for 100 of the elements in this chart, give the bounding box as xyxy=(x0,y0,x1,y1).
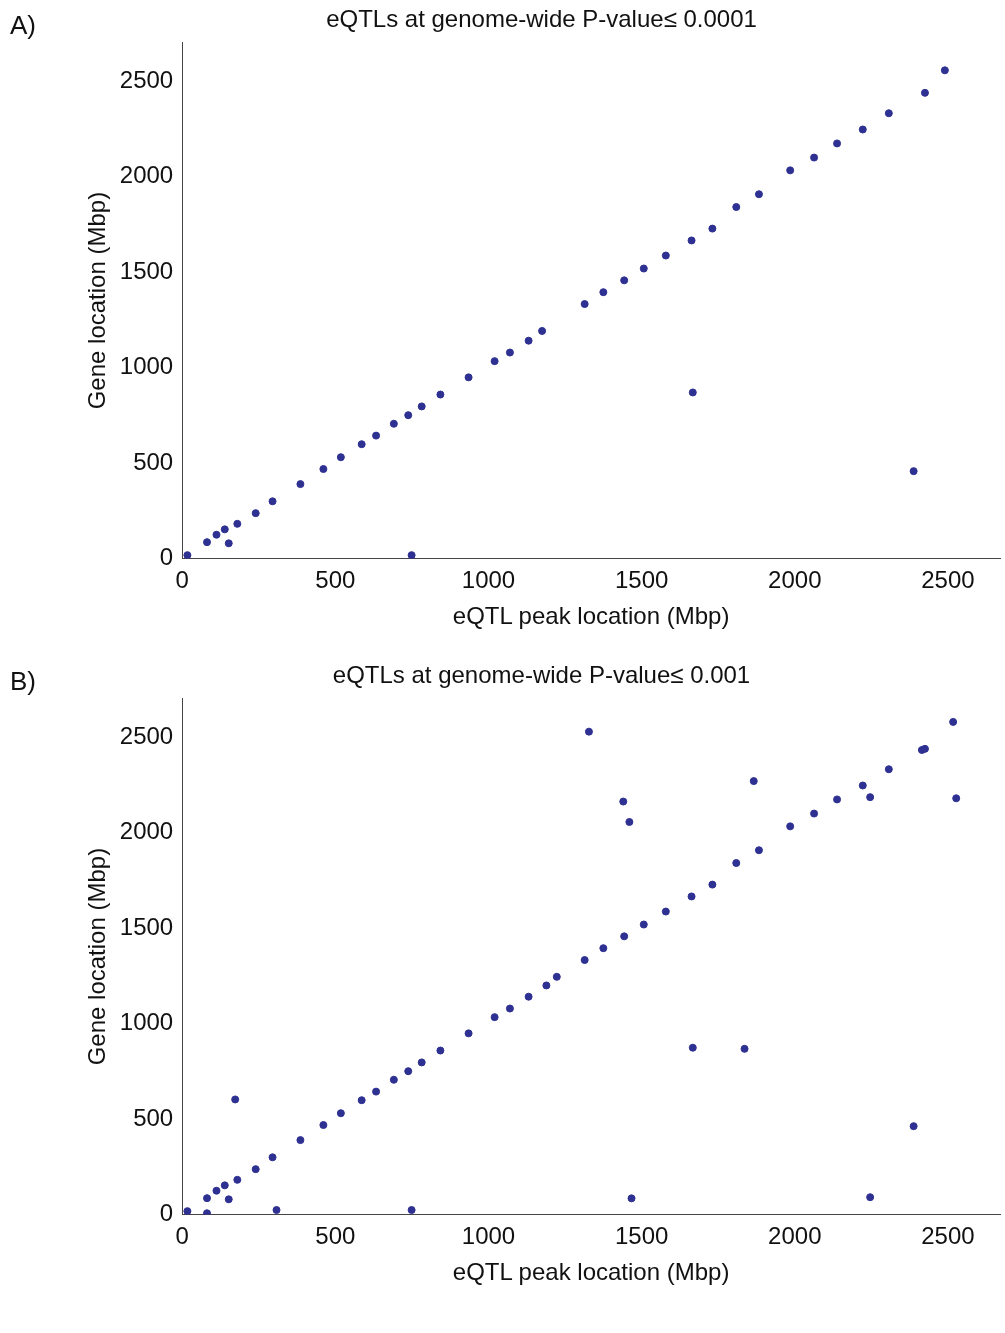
y-tick-label: 1000 xyxy=(119,352,174,380)
x-tick-label: 1000 xyxy=(461,566,516,594)
point xyxy=(538,326,547,335)
point xyxy=(404,1067,413,1076)
point xyxy=(639,920,648,929)
point xyxy=(708,224,717,233)
x-axis-title: eQTL peak location (Mbp) xyxy=(452,602,730,630)
point xyxy=(920,88,929,97)
point xyxy=(203,538,211,547)
x-tick-label: 2500 xyxy=(921,566,975,594)
point xyxy=(203,1209,211,1215)
point xyxy=(436,1046,445,1055)
point xyxy=(687,892,696,901)
chart-title: eQTLs at genome-wide P-value≤ 0.0001 xyxy=(326,5,757,33)
point xyxy=(407,551,416,559)
point xyxy=(357,440,366,449)
text: B) xyxy=(10,666,36,697)
point xyxy=(866,793,875,802)
point xyxy=(524,336,533,345)
y-tick-label: 1500 xyxy=(119,912,174,940)
x-tick-label: 2000 xyxy=(768,566,822,594)
y-tick-label: 2500 xyxy=(119,65,174,93)
point xyxy=(212,530,221,539)
point xyxy=(754,846,763,855)
point xyxy=(268,1153,277,1162)
point xyxy=(909,467,918,476)
point xyxy=(732,859,741,868)
point xyxy=(542,981,551,990)
point xyxy=(389,1075,398,1084)
point xyxy=(599,288,608,297)
point xyxy=(949,717,958,726)
point xyxy=(619,797,628,806)
point xyxy=(372,1087,381,1096)
point xyxy=(233,1175,242,1184)
point xyxy=(357,1096,366,1105)
point xyxy=(224,1195,233,1204)
point xyxy=(754,190,763,199)
point xyxy=(251,509,260,518)
y-axis-title: Gene location (Mbp) xyxy=(83,191,111,410)
point xyxy=(407,1206,416,1215)
point xyxy=(866,1193,875,1202)
point xyxy=(417,402,426,411)
point xyxy=(505,1004,514,1013)
point xyxy=(580,300,589,309)
point xyxy=(884,109,893,118)
point xyxy=(319,465,328,474)
y-tick-label: 2500 xyxy=(119,721,174,749)
point xyxy=(884,765,893,774)
point xyxy=(661,907,670,916)
point xyxy=(688,1043,697,1052)
point xyxy=(620,932,629,941)
point xyxy=(233,519,242,528)
point xyxy=(231,1095,240,1104)
point xyxy=(524,992,533,1001)
point xyxy=(708,880,717,889)
x-tick-label: 2000 xyxy=(768,1222,822,1250)
point xyxy=(833,139,842,148)
x-tick-label: 1500 xyxy=(614,566,669,594)
point xyxy=(732,203,741,212)
point xyxy=(490,1013,499,1022)
point xyxy=(810,153,819,162)
point xyxy=(505,348,514,357)
point xyxy=(620,276,629,285)
y-tick-label: 2000 xyxy=(119,161,174,189)
point xyxy=(251,1165,260,1174)
y-tick-label: 0 xyxy=(159,543,174,571)
point xyxy=(268,497,277,506)
y-tick-label: 2000 xyxy=(119,817,174,845)
point xyxy=(490,357,499,366)
point xyxy=(661,251,670,260)
point xyxy=(599,944,608,953)
x-tick-label: 1500 xyxy=(614,1222,669,1250)
point xyxy=(183,551,192,559)
point xyxy=(336,1109,345,1118)
point xyxy=(909,1122,918,1131)
y-tick-label: 1500 xyxy=(119,256,174,284)
x-tick-label: 500 xyxy=(315,566,356,594)
point xyxy=(786,166,795,175)
chart-title: eQTLs at genome-wide P-value≤ 0.001 xyxy=(332,661,751,689)
point xyxy=(417,1058,426,1067)
point xyxy=(212,1186,221,1195)
point xyxy=(464,373,473,382)
point xyxy=(319,1121,328,1130)
y-axis-title: Gene location (Mbp) xyxy=(83,847,111,1066)
point xyxy=(389,419,398,428)
point xyxy=(740,1044,749,1053)
point xyxy=(858,125,867,134)
point xyxy=(220,1181,229,1190)
point xyxy=(940,66,949,75)
x-tick-label: 500 xyxy=(315,1222,356,1250)
point xyxy=(580,956,589,965)
y-tick-label: 1000 xyxy=(119,1008,174,1036)
y-tick-label: 0 xyxy=(159,1199,174,1227)
point xyxy=(372,431,381,440)
point xyxy=(625,817,634,826)
point xyxy=(584,727,593,736)
point xyxy=(810,809,819,818)
point xyxy=(627,1194,636,1203)
point xyxy=(220,525,229,534)
point xyxy=(552,972,561,981)
